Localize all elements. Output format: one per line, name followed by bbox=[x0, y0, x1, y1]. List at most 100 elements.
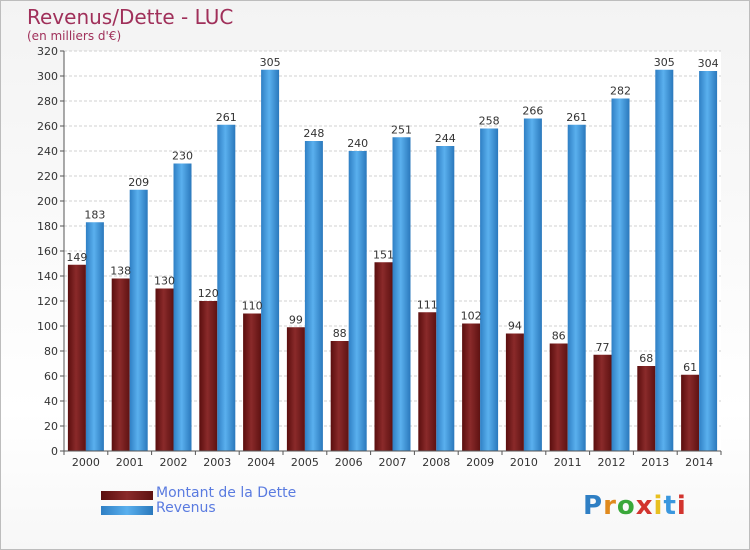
bar-revenus bbox=[436, 146, 455, 451]
bar-revenus bbox=[217, 124, 236, 451]
logo-letter: i bbox=[653, 491, 664, 521]
bar-revenus bbox=[85, 222, 104, 451]
data-label-dette: 88 bbox=[333, 327, 347, 340]
bar-dette bbox=[67, 264, 86, 451]
bar-revenus bbox=[567, 124, 586, 451]
data-label-revenus: 305 bbox=[260, 56, 281, 69]
data-label-dette: 94 bbox=[508, 320, 522, 333]
data-label-dette: 102 bbox=[461, 310, 482, 323]
bar-revenus bbox=[261, 69, 280, 451]
bar-dette bbox=[286, 327, 305, 451]
data-label-revenus: 240 bbox=[347, 137, 368, 150]
logo-letter: i bbox=[676, 491, 687, 521]
bar-dette bbox=[155, 288, 174, 451]
x-tick-label: 2001 bbox=[116, 456, 144, 469]
y-tick-label: 160 bbox=[37, 245, 58, 258]
axis-layer: 0 20 40 60 80 100 120 140 160 180 200 220 240 260 280 3… bbox=[37, 45, 722, 469]
data-label-revenus: 248 bbox=[303, 127, 324, 140]
y-tick-label: 260 bbox=[37, 120, 58, 133]
bar-dette bbox=[199, 301, 218, 451]
x-tick-label: 2000 bbox=[72, 456, 100, 469]
y-tick-label: 120 bbox=[37, 295, 58, 308]
bar-revenus bbox=[129, 189, 148, 451]
bar-dette bbox=[549, 343, 568, 451]
data-label-revenus: 261 bbox=[216, 111, 237, 124]
y-tick-label: 40 bbox=[44, 395, 58, 408]
y-tick-label: 320 bbox=[37, 45, 58, 58]
data-label-revenus: 183 bbox=[84, 208, 105, 221]
x-tick-label: 2007 bbox=[379, 456, 407, 469]
legend-swatch-dette bbox=[101, 491, 153, 500]
y-tick-label: 240 bbox=[37, 145, 58, 158]
y-tick-label: 300 bbox=[37, 70, 58, 83]
bar-dette bbox=[681, 374, 700, 451]
data-label-dette: 130 bbox=[154, 275, 175, 288]
data-label-dette: 120 bbox=[198, 287, 219, 300]
data-label-dette: 99 bbox=[289, 313, 303, 326]
bar-dette bbox=[330, 341, 349, 451]
x-tick-label: 2009 bbox=[466, 456, 494, 469]
y-tick-label: 80 bbox=[44, 345, 58, 358]
bar-revenus bbox=[392, 137, 411, 451]
x-tick-label: 2012 bbox=[598, 456, 626, 469]
legend-swatch-revenus bbox=[101, 506, 153, 515]
data-label-dette: 77 bbox=[596, 341, 610, 354]
data-label-revenus: 258 bbox=[479, 115, 500, 128]
y-tick-label: 20 bbox=[44, 420, 58, 433]
y-tick-label: 200 bbox=[37, 195, 58, 208]
data-label-revenus: 244 bbox=[435, 132, 456, 145]
y-tick-label: 60 bbox=[44, 370, 58, 383]
bar-dette bbox=[462, 323, 481, 451]
x-tick-label: 2008 bbox=[422, 456, 450, 469]
data-label-dette: 68 bbox=[639, 352, 653, 365]
y-tick-label: 0 bbox=[51, 445, 58, 458]
bar-revenus bbox=[304, 141, 323, 451]
bar-revenus bbox=[699, 71, 718, 451]
bar-dette bbox=[111, 278, 130, 451]
data-label-revenus: 266 bbox=[522, 105, 543, 118]
logo-letter: x bbox=[635, 491, 654, 521]
bar-dette bbox=[637, 366, 656, 451]
bar-dette bbox=[505, 333, 524, 451]
y-tick-label: 140 bbox=[37, 270, 58, 283]
logo-letter: t bbox=[663, 491, 677, 521]
data-label-revenus: 261 bbox=[566, 111, 587, 124]
data-label-dette: 61 bbox=[683, 361, 697, 374]
proxiti-logo: Proxiti bbox=[583, 491, 687, 521]
bar-dette bbox=[374, 262, 393, 451]
bar-revenus bbox=[173, 163, 192, 451]
bar-dette bbox=[243, 313, 262, 451]
data-label-dette: 149 bbox=[66, 251, 87, 264]
data-label-dette: 111 bbox=[417, 298, 438, 311]
x-tick-label: 2004 bbox=[247, 456, 275, 469]
bar-revenus bbox=[348, 151, 367, 451]
x-tick-label: 2003 bbox=[203, 456, 231, 469]
bar-dette bbox=[593, 354, 612, 451]
data-label-dette: 138 bbox=[110, 265, 131, 278]
y-tick-label: 100 bbox=[37, 320, 58, 333]
chart-subtitle: (en milliers d'€) bbox=[27, 29, 122, 43]
x-tick-label: 2005 bbox=[291, 456, 319, 469]
data-label-revenus: 251 bbox=[391, 123, 412, 136]
data-label-dette: 86 bbox=[552, 330, 566, 343]
y-tick-label: 280 bbox=[37, 95, 58, 108]
bar-revenus bbox=[655, 69, 674, 451]
x-tick-label: 2002 bbox=[160, 456, 188, 469]
bar-dette bbox=[418, 312, 437, 451]
x-tick-label: 2010 bbox=[510, 456, 538, 469]
x-tick-label: 2006 bbox=[335, 456, 363, 469]
x-tick-label: 2014 bbox=[685, 456, 713, 469]
data-label-dette: 110 bbox=[242, 300, 263, 313]
legend-label-dette: Montant de la Dette bbox=[156, 485, 297, 501]
data-label-revenus: 304 bbox=[698, 57, 719, 70]
data-label-revenus: 305 bbox=[654, 56, 675, 69]
legend-label-revenus: Revenus bbox=[156, 500, 216, 516]
x-tick-label: 2011 bbox=[554, 456, 582, 469]
bar-revenus bbox=[611, 98, 630, 451]
logo-letter: o bbox=[616, 491, 636, 521]
logo-letter: P bbox=[583, 491, 604, 521]
labels-layer: 149 183 138 209 130 230 120 261 110 305 99 248 88 240… bbox=[66, 56, 718, 374]
data-label-dette: 151 bbox=[373, 248, 394, 261]
